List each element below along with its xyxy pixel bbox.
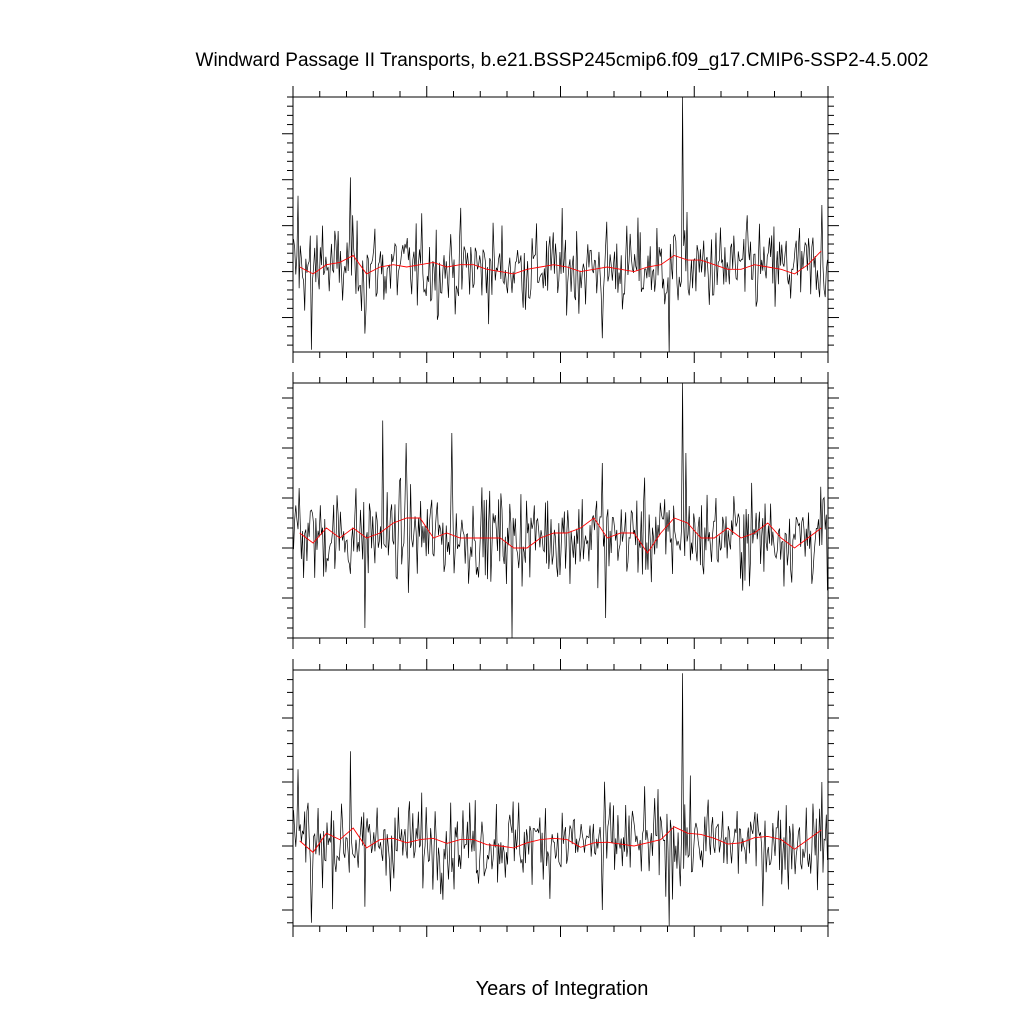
series-annual-mean-line [299,517,822,554]
panel-3 [282,659,839,937]
series-monthly-line [293,97,828,352]
series-monthly-line [293,383,828,638]
panel-2 [282,372,839,649]
plot-frame [292,382,829,639]
x-axis-label: Years of Integration [476,978,649,1000]
figure-title: Windward Passage II Transports, b.e21.BS… [196,50,929,71]
plot-frame [292,669,829,927]
series-annual-mean-line [299,250,822,275]
panel-1 [282,86,839,363]
series-monthly-line [293,673,828,926]
series-annual-mean-line [299,826,822,854]
panels [282,86,839,937]
